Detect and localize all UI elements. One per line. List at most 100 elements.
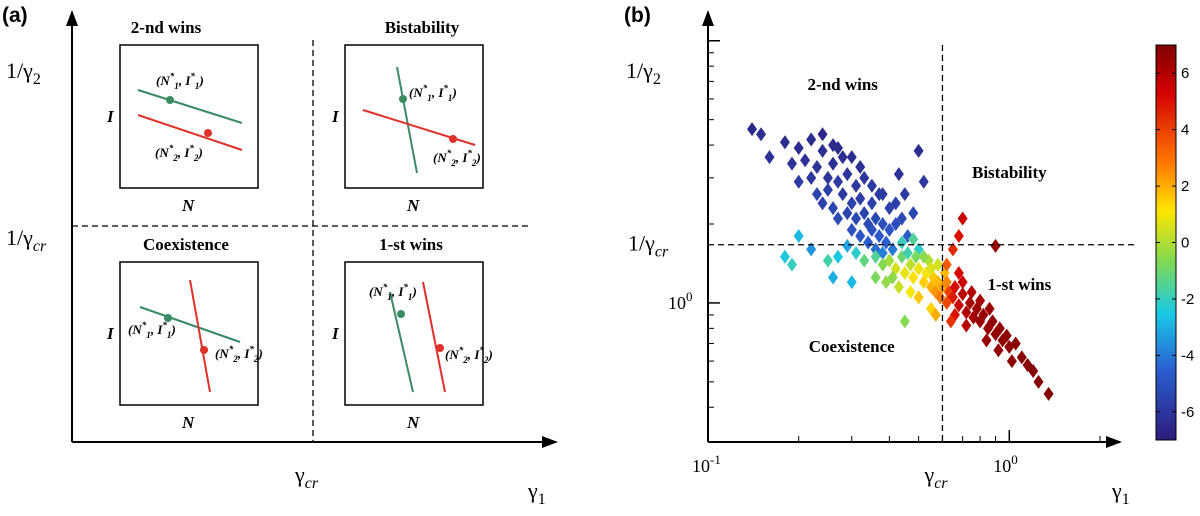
scatter-point — [832, 211, 843, 226]
scatter-point — [817, 196, 828, 211]
red-equilibrium — [449, 135, 457, 143]
equilibrium-1-label: (N*1, I*1) — [409, 83, 457, 103]
panel-a-y-axis-label: 1/γ2 — [6, 58, 41, 88]
scatter-point — [913, 242, 924, 257]
inset-frame — [344, 261, 484, 406]
scatter-point — [822, 170, 833, 185]
scatter-point — [902, 246, 913, 261]
green-nullcline — [137, 89, 243, 124]
scatter-point — [859, 253, 870, 268]
scatter-point — [855, 191, 866, 206]
red-equilibrium — [204, 129, 212, 137]
scatter-point — [786, 257, 797, 272]
scatter-point — [828, 156, 839, 171]
equilibrium-2-label: (N*2, I*2) — [445, 345, 493, 365]
scatter-point — [884, 222, 895, 237]
scatter-point — [842, 238, 853, 253]
equilibrium-1-label: (N*1, I*1) — [369, 282, 417, 302]
scatter-point — [859, 206, 870, 221]
panel-b: (b) 1/γ2 γ1 10-1 100 100 γcr 1/γcr 2-nd win… — [624, 4, 1194, 508]
scatter-point — [837, 187, 848, 202]
colorbar-tick-label: -2 — [1181, 291, 1194, 308]
panel-b-ticks: 10-1 100 100 — [668, 40, 1101, 476]
inset-xlabel: N — [406, 413, 420, 432]
colorbar-tick-label: -6 — [1181, 404, 1194, 421]
green-equilibrium — [397, 310, 405, 318]
scatter-point — [899, 187, 910, 202]
scatter-point — [793, 228, 804, 243]
inset-ylabel: I — [106, 107, 115, 126]
scatter-point — [877, 217, 888, 232]
scatter-point — [851, 178, 862, 193]
green-equilibrium — [166, 96, 174, 104]
scatter-point — [975, 293, 986, 308]
scatter-point — [881, 275, 892, 290]
scatter-point — [846, 275, 857, 290]
scatter-point — [918, 174, 929, 189]
scatter-point — [1016, 350, 1027, 365]
colorbar-tick-label: 4 — [1181, 122, 1189, 139]
scatter-point — [890, 196, 901, 211]
scatter-point — [842, 206, 853, 221]
panel-b-y-axis-label: 1/γ2 — [626, 58, 661, 88]
scatter-point — [817, 127, 828, 142]
scatter-point — [884, 253, 895, 268]
scatter-point — [908, 206, 919, 221]
scatter-point — [855, 228, 866, 243]
scatter-point — [905, 285, 916, 300]
scatter-point — [981, 333, 992, 348]
scatter-point — [851, 211, 862, 226]
scatter-point — [786, 156, 797, 171]
scatter-point — [947, 290, 958, 305]
scatter-point — [933, 257, 944, 272]
scatter-point — [851, 246, 862, 261]
scatter-point — [984, 301, 995, 316]
scatter-point — [806, 242, 817, 257]
inset-frame — [119, 261, 259, 406]
scatter-point — [890, 217, 901, 232]
inset-ylabel: I — [331, 324, 340, 343]
scatter-point — [930, 307, 941, 322]
scatter-point — [1028, 363, 1039, 378]
equilibrium-2-label: (N*2, I*2) — [155, 143, 203, 163]
scatter-point — [893, 280, 904, 295]
scatter-point — [994, 321, 1005, 336]
scatter-point — [953, 298, 964, 313]
scatter-point — [855, 159, 866, 174]
scatter-point — [896, 235, 907, 250]
inset-xlabel: N — [406, 196, 420, 215]
scatter-point — [846, 150, 857, 165]
panel-b-region-labels: 2-nd wins Bistability 1-st wins Coexistence — [808, 75, 1052, 356]
scatter-point — [817, 143, 828, 158]
scatter-point — [866, 178, 877, 193]
region-label: 2-nd wins — [808, 75, 879, 94]
scatter-point — [949, 280, 960, 295]
region-label: Bistability — [972, 163, 1047, 182]
panel-a-vline-label: γcr — [294, 462, 319, 492]
scatter-point — [779, 249, 790, 264]
scatter-point — [811, 187, 822, 202]
scatter-point — [764, 150, 775, 165]
scatter-point — [957, 275, 968, 290]
y-tick-label: 100 — [668, 289, 693, 313]
scatter-point — [978, 307, 989, 322]
scatter-point — [953, 228, 964, 243]
scatter-point — [964, 295, 975, 310]
inset-2: Bistability I N (N*1, I*1) (N*2, I*2) — [331, 18, 484, 215]
scatter-point — [832, 174, 843, 189]
scatter-point — [913, 290, 924, 305]
scatter-point — [800, 153, 811, 168]
scatter-point — [957, 287, 968, 302]
scatter-point — [908, 270, 919, 285]
colorbar: 6 4 2 0 -2 -4 -6 — [1155, 44, 1194, 441]
scatter-point — [822, 182, 833, 197]
equilibrium-1-label: (N*1, I*1) — [156, 71, 204, 91]
scatter-point — [806, 132, 817, 147]
scatter-point — [846, 196, 857, 211]
inset-title: 1-st wins — [379, 235, 443, 254]
scatter-point — [896, 211, 907, 226]
red-nullcline — [422, 281, 446, 393]
scatter-point — [899, 266, 910, 281]
red-equilibrium — [436, 344, 444, 352]
